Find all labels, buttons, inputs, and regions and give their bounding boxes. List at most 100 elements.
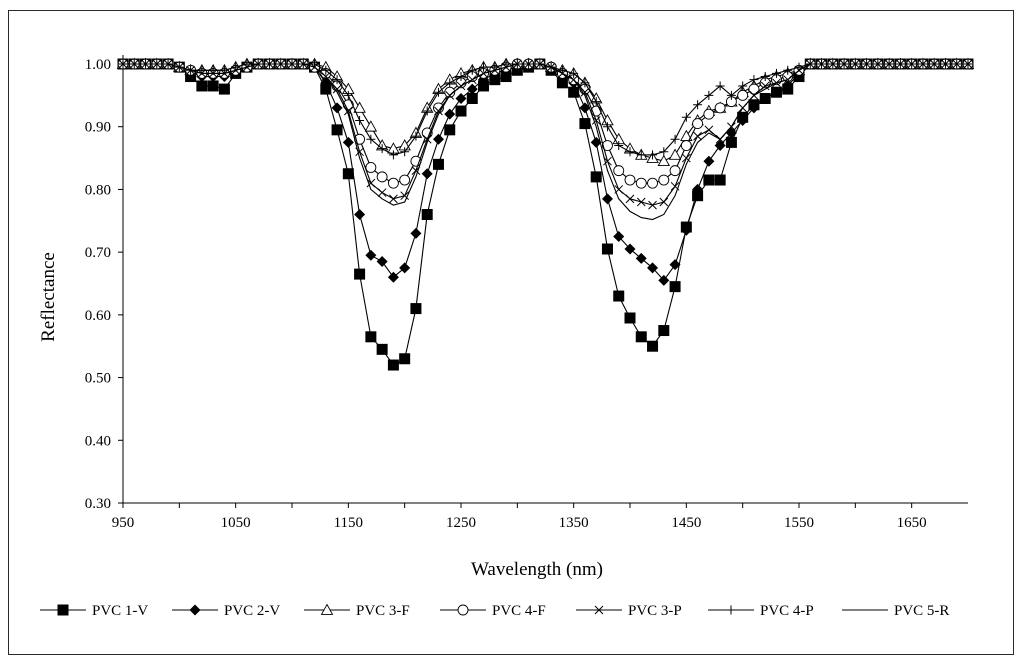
- data-point: [456, 72, 466, 82]
- data-point: [580, 87, 590, 97]
- data-point: [579, 118, 591, 130]
- data-point: [569, 68, 579, 78]
- data-point: [658, 174, 670, 186]
- y-tick-label: 0.50: [85, 371, 111, 387]
- data-point: [693, 100, 703, 110]
- data-point: [680, 224, 692, 236]
- data-point: [770, 86, 782, 98]
- data-point: [703, 155, 715, 167]
- legend-marker: [594, 605, 604, 615]
- data-point: [658, 274, 670, 286]
- data-point: [782, 80, 794, 92]
- data-point: [715, 81, 725, 91]
- data-point: [332, 75, 342, 85]
- data-point: [714, 102, 726, 114]
- data-point: [692, 183, 704, 195]
- data-point: [748, 102, 760, 114]
- data-point: [726, 90, 736, 100]
- data-point: [400, 191, 410, 201]
- data-point: [659, 197, 669, 207]
- y-tick-label: 0.80: [85, 182, 111, 198]
- data-point: [613, 165, 625, 177]
- legend-label: PVC 3-F: [356, 603, 410, 619]
- data-point: [343, 90, 353, 100]
- data-point: [466, 83, 478, 95]
- data-point: [670, 134, 680, 144]
- legend-marker: [457, 604, 469, 616]
- series-line: [123, 63, 968, 282]
- data-point: [658, 325, 670, 337]
- data-point: [680, 140, 692, 151]
- data-point: [433, 87, 443, 97]
- data-point: [354, 209, 366, 221]
- data-point: [320, 83, 332, 95]
- data-point: [692, 118, 704, 130]
- data-point: [479, 62, 489, 72]
- data-point: [389, 194, 398, 204]
- data-point: [185, 71, 197, 83]
- data-point: [568, 86, 580, 98]
- y-tick-label: 0.90: [85, 120, 111, 136]
- data-point: [365, 162, 377, 173]
- data-point: [591, 97, 601, 107]
- data-point: [760, 81, 770, 91]
- legend-label: PVC 3-P: [628, 603, 682, 619]
- data-point: [704, 125, 714, 135]
- data-point: [737, 114, 749, 126]
- data-point: [714, 174, 726, 186]
- data-point: [738, 81, 748, 91]
- data-point: [635, 177, 647, 189]
- legend-item: PVC 3-F: [304, 603, 410, 619]
- data-point: [432, 158, 444, 170]
- legend-item: PVC 1-V: [40, 603, 148, 619]
- legend-item: PVC 3-P: [576, 603, 682, 619]
- data-point: [196, 80, 208, 92]
- y-axis-title: Reflectance: [38, 252, 59, 342]
- data-point: [647, 262, 659, 274]
- data-point: [387, 177, 399, 189]
- data-point: [410, 303, 422, 315]
- data-point: [625, 147, 635, 157]
- data-point: [331, 124, 343, 136]
- series-pvc-1-v: [117, 58, 974, 371]
- data-point: [445, 78, 455, 88]
- data-point: [455, 92, 467, 104]
- data-point: [635, 331, 647, 343]
- data-point: [455, 105, 467, 117]
- x-axis-ticks: 950 1050 1150 1250 1350 1450 1550 1650: [112, 503, 927, 531]
- y-tick-label: 0.40: [85, 433, 111, 449]
- data-point: [500, 71, 512, 83]
- legend-marker: [320, 603, 334, 615]
- legend-marker: [726, 605, 736, 615]
- data-point: [725, 136, 737, 148]
- data-point: [681, 112, 691, 122]
- data-point: [422, 106, 432, 116]
- data-point: [421, 168, 433, 180]
- data-point: [376, 343, 388, 355]
- data-point: [669, 259, 681, 271]
- data-point: [556, 77, 568, 89]
- data-point: [489, 74, 501, 86]
- series-line: [123, 63, 968, 206]
- legend: PVC 1-V PVC 2-V PVC 3-F PVC 4-F PVC 3-P PVC 4…: [40, 603, 949, 619]
- x-tick-label: 1450: [671, 515, 701, 531]
- data-point: [364, 120, 378, 132]
- data-point: [636, 197, 646, 207]
- data-point: [636, 150, 646, 160]
- series-pvc-5-r: [123, 63, 968, 221]
- data-point: [760, 72, 770, 82]
- legend-item: PVC 4-F: [440, 603, 546, 619]
- series-line: [123, 63, 968, 184]
- data-point: [714, 140, 726, 152]
- x-tick-label: 1650: [897, 515, 927, 531]
- data-point: [376, 256, 388, 268]
- series-layer: [116, 57, 975, 371]
- y-tick-label: 0.60: [85, 308, 111, 324]
- data-point: [478, 80, 490, 92]
- legend-label: PVC 4-P: [760, 603, 814, 619]
- data-point: [635, 252, 647, 264]
- data-point: [377, 144, 387, 154]
- y-axis-ticks: 0.30 0.40 0.50 0.60 0.70 0.80 0.90 1.00: [85, 57, 123, 512]
- data-point: [388, 150, 398, 160]
- data-point: [466, 92, 478, 104]
